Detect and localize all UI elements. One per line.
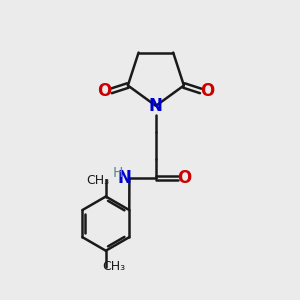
Text: O: O: [98, 82, 112, 100]
Text: CH₃: CH₃: [103, 260, 126, 273]
Text: N: N: [149, 97, 163, 115]
Text: O: O: [200, 82, 214, 100]
Text: O: O: [177, 169, 192, 187]
Text: CH₃: CH₃: [86, 174, 109, 187]
Text: N: N: [117, 169, 131, 187]
Text: H: H: [113, 166, 123, 180]
